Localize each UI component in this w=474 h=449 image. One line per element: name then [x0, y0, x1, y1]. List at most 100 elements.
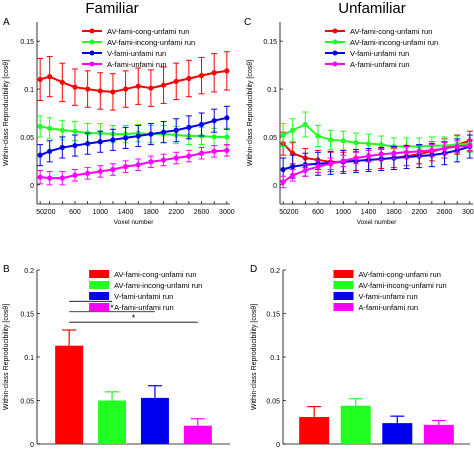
data-point [59, 175, 65, 181]
series-line [39, 116, 228, 157]
x-tick-label: 1800 [143, 209, 159, 216]
y-tick-label: 0.05 [266, 399, 280, 406]
data-point [328, 137, 334, 143]
line-chart-panel-a: 0 0.05 0.1 0.15 Within-class Reproducibility… [3, 22, 235, 226]
series-line [282, 145, 471, 171]
y-axis-title: Within-class Reproducibility [cosθ] [3, 304, 10, 410]
x-axis-title: Voxel number [114, 219, 155, 226]
legend-marker [332, 28, 338, 34]
legend-item: AV-fami-incong-unfami run [107, 38, 195, 47]
data-point [186, 75, 192, 82]
data-point [198, 121, 205, 128]
y-tick-label: 0.15 [20, 39, 34, 46]
data-point [280, 132, 286, 138]
data-point [37, 152, 43, 158]
title-familiar: Familiar [85, 0, 138, 17]
data-point [302, 167, 308, 174]
data-point [135, 133, 141, 139]
data-point [211, 70, 217, 76]
x-tick-label: 1000 [335, 209, 351, 216]
data-point [365, 141, 372, 147]
data-point [416, 148, 422, 154]
x-tick-label: 1400 [118, 209, 134, 216]
bar [382, 423, 413, 444]
data-point [47, 148, 53, 154]
x-tick-label: 2200 [411, 209, 427, 216]
line-chart-panel-c: 0 0.05 0.1 0.15 Within-class Reproducibility… [247, 22, 474, 226]
legend-item: V-fami-unfami run [114, 292, 173, 301]
legend-item: V-fami-unfami run [358, 292, 417, 301]
legend-swatch [333, 303, 354, 311]
x-tick-label: 1400 [361, 209, 377, 216]
data-point [429, 147, 435, 153]
data-point [224, 147, 230, 153]
legend-item: AV-fami-cong-unfami run [114, 270, 196, 279]
data-point [122, 86, 129, 92]
data-point [365, 153, 372, 159]
panel-label-c: C [244, 17, 251, 28]
legend-swatch [89, 281, 110, 289]
y-axis-title: Within-class Reproducibility [cosθ] [247, 60, 254, 166]
bar [183, 425, 212, 444]
x-tick-label: 1000 [92, 209, 108, 216]
data-point [59, 144, 65, 151]
legend-swatch [333, 281, 354, 289]
x-tick-label: 200 [44, 209, 56, 216]
data-point [160, 82, 167, 88]
legend-marker [89, 61, 95, 67]
legend-marker [332, 39, 338, 45]
data-point [97, 168, 103, 175]
data-point [290, 127, 296, 133]
data-point [315, 164, 321, 170]
legend-swatch [333, 292, 354, 300]
legend-item: A-fami-unfami run [358, 303, 418, 312]
y-tick-label: 0.15 [20, 312, 34, 319]
x-tick-label: 2600 [437, 209, 453, 216]
significance-marker: * [110, 303, 114, 313]
y-tick-label: 0.1 [24, 87, 34, 94]
panel-label-d: D [250, 264, 257, 275]
data-point [47, 74, 53, 80]
y-tick-label: 0.05 [263, 135, 277, 142]
bar-chart-panel-d: 0 0.05 0.1 0.15 0.2 Within-class Reproducibil… [251, 268, 470, 449]
data-point [110, 89, 116, 95]
data-point [224, 68, 230, 74]
data-point [37, 76, 43, 83]
x-tick-label: 2600 [194, 209, 210, 216]
data-point [59, 79, 65, 85]
y-tick-label: 0.15 [266, 312, 280, 319]
y-tick-label: 0.05 [20, 399, 34, 406]
panel-label-b: B [3, 264, 10, 275]
series-line [282, 144, 470, 183]
legend-marker [332, 61, 338, 67]
data-point [224, 115, 230, 121]
data-point [198, 73, 205, 79]
data-point [403, 149, 410, 155]
x-tick-label: 2200 [168, 209, 184, 216]
y-tick-label: 0.1 [267, 87, 277, 94]
legend-swatch [89, 292, 110, 300]
bar [140, 397, 169, 444]
bar [55, 345, 84, 444]
y-tick-label: 0.2 [270, 268, 280, 275]
data-point [353, 155, 359, 161]
legend-item: AV-fami-cong-unfami run [107, 27, 189, 36]
data-point [378, 151, 384, 157]
data-point [97, 139, 103, 145]
y-tick-label: 0 [30, 183, 34, 190]
data-point [148, 85, 154, 91]
data-point [186, 153, 192, 159]
data-point [47, 125, 53, 131]
panel-label-a: A [3, 17, 10, 28]
legend-item: AV-fami-cong-unfami run [358, 270, 440, 279]
legend-marker [89, 50, 95, 56]
data-point [353, 140, 359, 146]
x-tick-label: 600 [69, 209, 81, 216]
data-point [224, 134, 230, 140]
x-tick-label: 3000 [219, 209, 235, 216]
bar [340, 405, 371, 444]
data-point [72, 142, 78, 149]
data-point [37, 174, 43, 180]
data-point [173, 155, 179, 161]
